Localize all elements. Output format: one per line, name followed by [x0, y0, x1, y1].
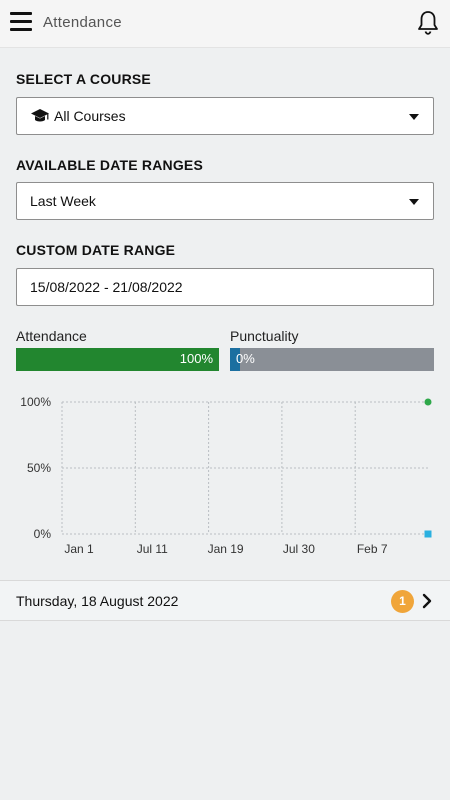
attendance-value: 100%	[179, 351, 213, 366]
attendance-progress-bar: 100%	[16, 348, 219, 371]
punctuality-value: 0%	[236, 351, 255, 366]
course-select-value: All Courses	[54, 108, 126, 124]
punctuality-progress-bar: 0%	[230, 348, 434, 371]
attendance-chart: 100% 50% 0% Jan 1 Jul 11 Jan 19 Jul 30 Feb 7	[20, 395, 432, 556]
course-select[interactable]: All Courses	[16, 97, 434, 135]
date-ranges-section-label: AVAILABLE DATE RANGES	[16, 157, 203, 173]
chart-x-tick-label: Feb 7	[357, 542, 388, 556]
chart-point	[424, 398, 432, 406]
attendance-label: Attendance	[16, 328, 87, 344]
punctuality-progress-fill	[230, 348, 241, 371]
chart-x-tick-label: Jul 30	[283, 542, 315, 556]
course-section-label: SELECT A COURSE	[16, 71, 151, 87]
custom-date-range-input[interactable]: 15/08/2022 - 21/08/2022	[16, 268, 434, 306]
chart-y-tick-label: 100%	[20, 395, 51, 409]
date-range-select[interactable]: Last Week	[16, 182, 434, 220]
chart-y-tick-label: 50%	[27, 461, 51, 475]
page-title: Attendance	[43, 14, 122, 31]
custom-date-range-value: 15/08/2022 - 21/08/2022	[30, 279, 183, 295]
chart-point	[424, 530, 432, 538]
attendance-progress-fill	[16, 348, 219, 371]
day-entry-count-badge: 1	[391, 590, 414, 613]
chart-x-tick-label: Jan 1	[64, 542, 94, 556]
chart-x-tick-label: Jul 11	[137, 542, 168, 556]
hamburger-menu-icon[interactable]	[10, 12, 32, 32]
day-entry-date: Thursday, 18 August 2022	[16, 593, 179, 609]
chart-y-tick-label: 0%	[34, 527, 52, 541]
day-entry-row[interactable]: Thursday, 18 August 2022 1	[0, 580, 450, 621]
chevron-down-icon	[409, 114, 419, 120]
date-range-select-value: Last Week	[30, 193, 96, 209]
graduation-cap-icon	[31, 109, 49, 122]
custom-range-section-label: CUSTOM DATE RANGE	[16, 242, 176, 258]
app-bar: Attendance	[0, 0, 450, 48]
chevron-down-icon	[409, 199, 419, 205]
punctuality-label: Punctuality	[230, 328, 299, 344]
chevron-right-icon	[422, 593, 432, 609]
bell-icon[interactable]	[416, 10, 440, 36]
chart-x-tick-label: Jan 19	[208, 542, 244, 556]
